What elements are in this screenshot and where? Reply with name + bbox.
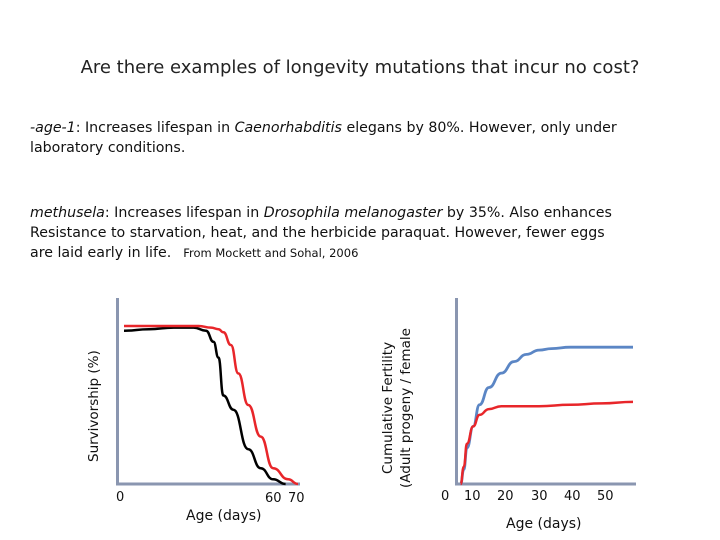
survivorship-chart bbox=[116, 298, 300, 486]
fert-x-tick-0: 0 bbox=[441, 489, 450, 504]
survivorship-y-label: Survivorship (%) bbox=[86, 350, 102, 462]
survivorship-line-black bbox=[123, 326, 286, 486]
fertility-chart bbox=[455, 298, 636, 486]
fertility-line-red bbox=[459, 400, 634, 486]
fert-x-tick-10: 10 bbox=[464, 489, 481, 504]
fert-x-tick-20: 20 bbox=[497, 489, 514, 504]
gene-name-age1: -age-1 bbox=[30, 120, 76, 136]
fertility-y-label-line1: Cumulative Fertility bbox=[380, 341, 396, 474]
paragraph-methusela: methusela: Increases lifespan in Drosoph… bbox=[30, 203, 612, 263]
surv-x-label: Age (days) bbox=[186, 508, 262, 524]
para1-text-b: elegans by 80%. However, only under bbox=[341, 120, 617, 136]
fert-x-tick-40: 40 bbox=[564, 489, 581, 504]
fertility-line-blue bbox=[459, 345, 633, 486]
citation: From Mockett and Sohal, 2006 bbox=[183, 246, 359, 260]
para2-text-a: : Increases lifespan in bbox=[104, 205, 264, 221]
surv-x-tick-70: 70 bbox=[288, 491, 305, 506]
gene-name-methusela: methusela bbox=[30, 205, 105, 221]
para2-line3: are laid early in life. bbox=[30, 245, 172, 261]
paragraph-age1: -age-1: Increases lifespan in Caenorhabd… bbox=[30, 118, 617, 158]
surv-x-tick-60: 60 bbox=[265, 491, 282, 506]
para2-line2: Resistance to starvation, heat, and the … bbox=[30, 225, 605, 241]
fert-x-tick-30: 30 bbox=[531, 489, 548, 504]
para1-line2: laboratory conditions. bbox=[30, 140, 186, 156]
slide-title: Are there examples of longevity mutation… bbox=[80, 57, 640, 78]
fertility-y-label-line2: (Adult progeny / female bbox=[398, 328, 414, 488]
para2-text-b: by 35%. Also enhances bbox=[442, 205, 612, 221]
survivorship-line-red bbox=[124, 324, 299, 486]
para1-text-a: : Increases lifespan in bbox=[75, 120, 235, 136]
species-drosophila: Drosophila melanogaster bbox=[263, 205, 443, 221]
fert-x-label: Age (days) bbox=[506, 516, 582, 532]
fert-x-tick-50: 50 bbox=[597, 489, 614, 504]
species-caenorhabditis: Caenorhabditis bbox=[234, 120, 342, 136]
surv-x-tick-0: 0 bbox=[116, 490, 125, 505]
